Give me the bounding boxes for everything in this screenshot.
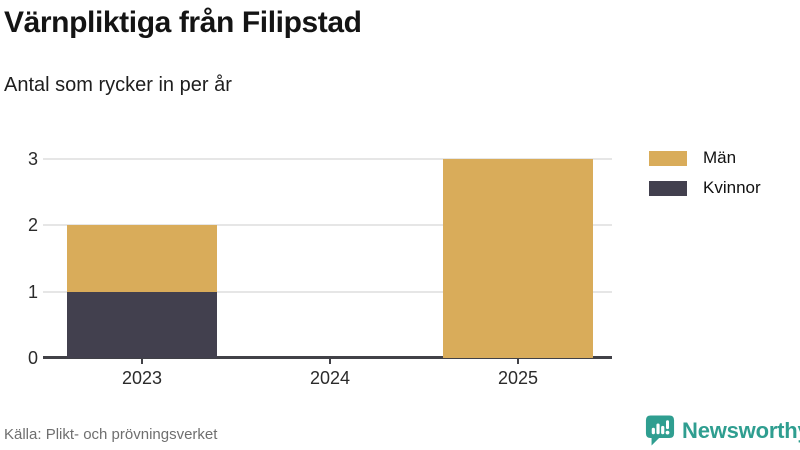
x-tick-label-2024: 2024	[309, 368, 351, 388]
bar-segment-kvinnor-2023	[67, 291, 217, 358]
plot-area: 0 1 2 3 2023 2024 2025	[28, 145, 612, 388]
x-tick-label-2025: 2025	[497, 368, 539, 388]
gridline-y1	[43, 290, 612, 293]
legend-item-kvinnor: Kvinnor	[649, 178, 761, 198]
gridline-y2	[43, 224, 612, 226]
x-tick-label-2023: 2023	[121, 368, 163, 388]
gridline-y3	[43, 157, 612, 160]
newsworthy-logo: Newsworthy	[645, 414, 800, 447]
legend-swatch-kvinnor	[649, 180, 687, 196]
chart-subtitle: Antal som rycker in per år	[4, 74, 232, 96]
newsworthy-logo-text: Newsworthy	[682, 417, 800, 443]
y-tick-label-3: 3	[27, 148, 38, 169]
chart-title: Värnpliktiga från Filipstad	[4, 6, 362, 39]
source-note: Källa: Plikt- och prövningsverket	[4, 426, 218, 443]
bar-segment-män-2025	[443, 158, 593, 358]
legend-swatch-män	[649, 150, 687, 166]
legend-label-kvinnor: Kvinnor	[703, 178, 761, 197]
legend: Män Kvinnor	[649, 148, 761, 208]
x-tick-2023	[140, 358, 144, 364]
x-tick-2024	[328, 358, 332, 364]
legend-label-män: Män	[703, 148, 737, 167]
y-tick-label-0: 0	[27, 348, 38, 368]
bar-segment-män-2023	[67, 225, 217, 292]
x-tick-2025	[516, 358, 520, 364]
x-axis-line	[43, 356, 612, 359]
newsworthy-logo-icon	[645, 415, 675, 446]
y-tick-label-1: 1	[27, 281, 38, 302]
legend-item-män: Män	[649, 148, 761, 168]
y-tick-label-2: 2	[27, 215, 38, 235]
